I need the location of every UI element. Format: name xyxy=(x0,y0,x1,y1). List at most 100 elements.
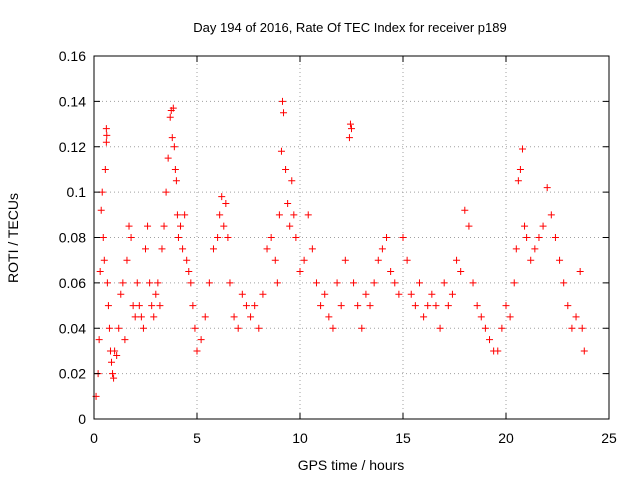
data-point xyxy=(148,302,156,310)
data-point xyxy=(133,279,141,287)
data-point xyxy=(407,290,415,298)
data-point xyxy=(317,302,325,310)
data-point xyxy=(218,193,226,201)
data-point xyxy=(273,279,281,287)
data-point xyxy=(226,279,234,287)
data-point xyxy=(366,302,374,310)
chart-title: Day 194 of 2016, Rate Of TEC Index for r… xyxy=(193,20,506,35)
y-tick-label: 0.06 xyxy=(59,275,86,291)
data-point xyxy=(387,268,395,276)
data-point xyxy=(164,154,172,162)
data-point xyxy=(564,302,572,310)
data-point xyxy=(150,313,158,321)
data-point xyxy=(214,234,222,241)
data-point xyxy=(354,302,362,310)
data-point xyxy=(158,245,166,253)
data-point xyxy=(333,279,341,287)
data-point xyxy=(129,302,137,310)
data-point xyxy=(292,234,300,241)
data-point xyxy=(551,234,559,241)
data-point xyxy=(121,336,129,344)
data-point xyxy=(498,324,506,332)
data-point xyxy=(304,211,312,219)
data-point xyxy=(168,134,176,142)
data-point xyxy=(506,313,514,321)
data-point xyxy=(102,138,110,146)
data-point xyxy=(169,104,177,112)
data-point xyxy=(144,222,152,230)
data-point xyxy=(461,206,469,214)
data-point xyxy=(160,222,168,230)
data-point xyxy=(234,324,242,332)
y-tick-label: 0.08 xyxy=(59,230,86,246)
data-point xyxy=(154,279,162,287)
data-point xyxy=(527,256,535,264)
data-point xyxy=(424,302,432,310)
data-point xyxy=(290,211,298,219)
data-point xyxy=(345,134,353,142)
data-point xyxy=(119,279,127,287)
data-point xyxy=(146,279,154,287)
y-tick-label: 0 xyxy=(78,411,86,427)
grid-lines xyxy=(94,56,609,419)
data-point xyxy=(453,256,461,264)
data-point xyxy=(518,145,526,153)
x-tick-label: 15 xyxy=(395,430,411,446)
data-point xyxy=(348,125,355,133)
data-point xyxy=(535,234,543,241)
data-point xyxy=(415,279,423,287)
y-tick-label: 0.02 xyxy=(59,366,86,382)
data-point xyxy=(162,188,170,196)
y-axis-label: ROTI / TECUs xyxy=(5,193,21,283)
y-tick-label: 0.04 xyxy=(59,320,86,336)
data-point xyxy=(172,177,180,185)
y-tick-label: 0.14 xyxy=(59,93,86,109)
y-tick-label: 0.16 xyxy=(59,48,86,64)
x-axis-label: GPS time / hours xyxy=(298,457,405,473)
data-point xyxy=(300,256,308,264)
data-point xyxy=(108,358,116,366)
data-point xyxy=(444,302,452,310)
data-point xyxy=(123,256,131,264)
data-point xyxy=(105,324,113,332)
data-point xyxy=(100,256,108,264)
data-point xyxy=(560,279,568,287)
data-point xyxy=(539,222,547,230)
data-point xyxy=(284,199,292,207)
data-point xyxy=(111,347,119,355)
data-point xyxy=(181,211,189,219)
data-point xyxy=(288,177,296,185)
data-point xyxy=(201,313,209,321)
data-point xyxy=(251,302,259,310)
data-point xyxy=(428,290,436,298)
data-point xyxy=(179,245,187,253)
data-point xyxy=(341,256,349,264)
data-point xyxy=(137,313,145,321)
data-point xyxy=(278,97,286,105)
data-point xyxy=(209,245,217,253)
data-point xyxy=(193,347,201,355)
data-point xyxy=(113,351,121,359)
data-point xyxy=(205,279,213,287)
data-point xyxy=(378,245,386,253)
data-point xyxy=(521,222,529,230)
data-point xyxy=(374,256,382,264)
data-point xyxy=(277,147,285,155)
data-point xyxy=(263,245,271,253)
data-point xyxy=(173,211,181,219)
x-tick-label: 0 xyxy=(90,430,98,446)
data-point xyxy=(247,313,255,321)
data-point xyxy=(448,290,456,298)
data-point xyxy=(110,374,118,382)
data-point xyxy=(96,268,104,276)
data-point xyxy=(99,234,107,241)
data-point xyxy=(275,211,283,219)
data-point xyxy=(494,347,502,355)
data-point xyxy=(103,131,111,139)
data-point xyxy=(473,302,481,310)
x-tick-label: 10 xyxy=(292,430,308,446)
x-tick-label: 20 xyxy=(498,430,514,446)
data-point xyxy=(255,324,263,332)
data-point xyxy=(477,313,485,321)
data-point xyxy=(139,324,147,332)
